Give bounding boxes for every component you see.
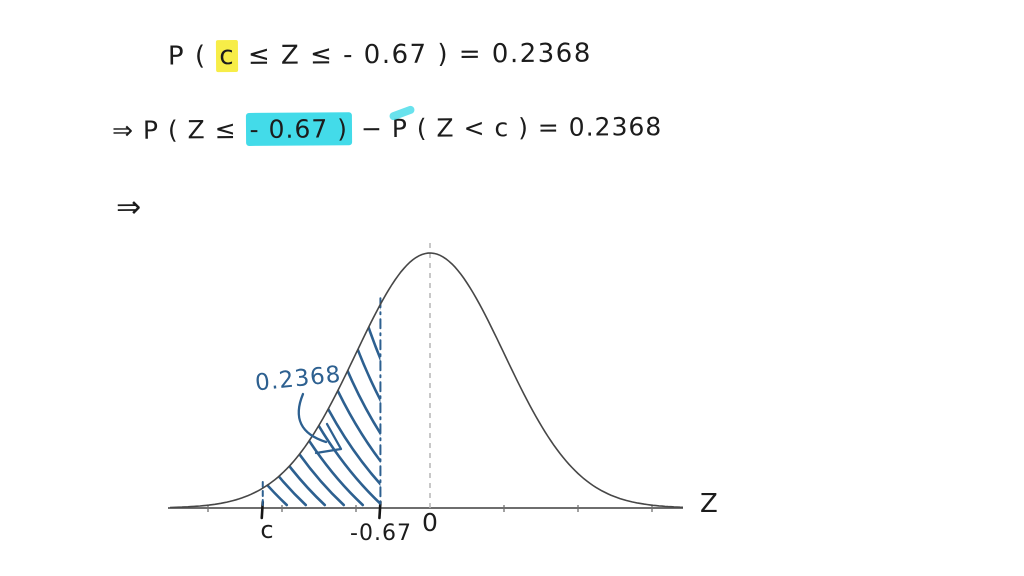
hatch-stroke [374,304,381,507]
tick-label-zero: 0 [422,508,438,537]
bell-curve [169,252,684,509]
hatch-stroke [262,304,308,507]
hatch-stroke [262,304,381,507]
hatch-stroke [336,304,381,507]
hatch-stroke [355,304,381,507]
tick-label-cutoff: -0.67 [350,521,412,546]
tick-label-c: c [260,516,274,544]
axis-label-z: Z [700,489,718,519]
area-arrow-shaft [297,392,328,444]
area-arrow-head [314,422,343,455]
hatch-stroke [262,304,327,507]
shaded-area-hatching [262,304,381,507]
hatch-stroke [262,304,289,507]
